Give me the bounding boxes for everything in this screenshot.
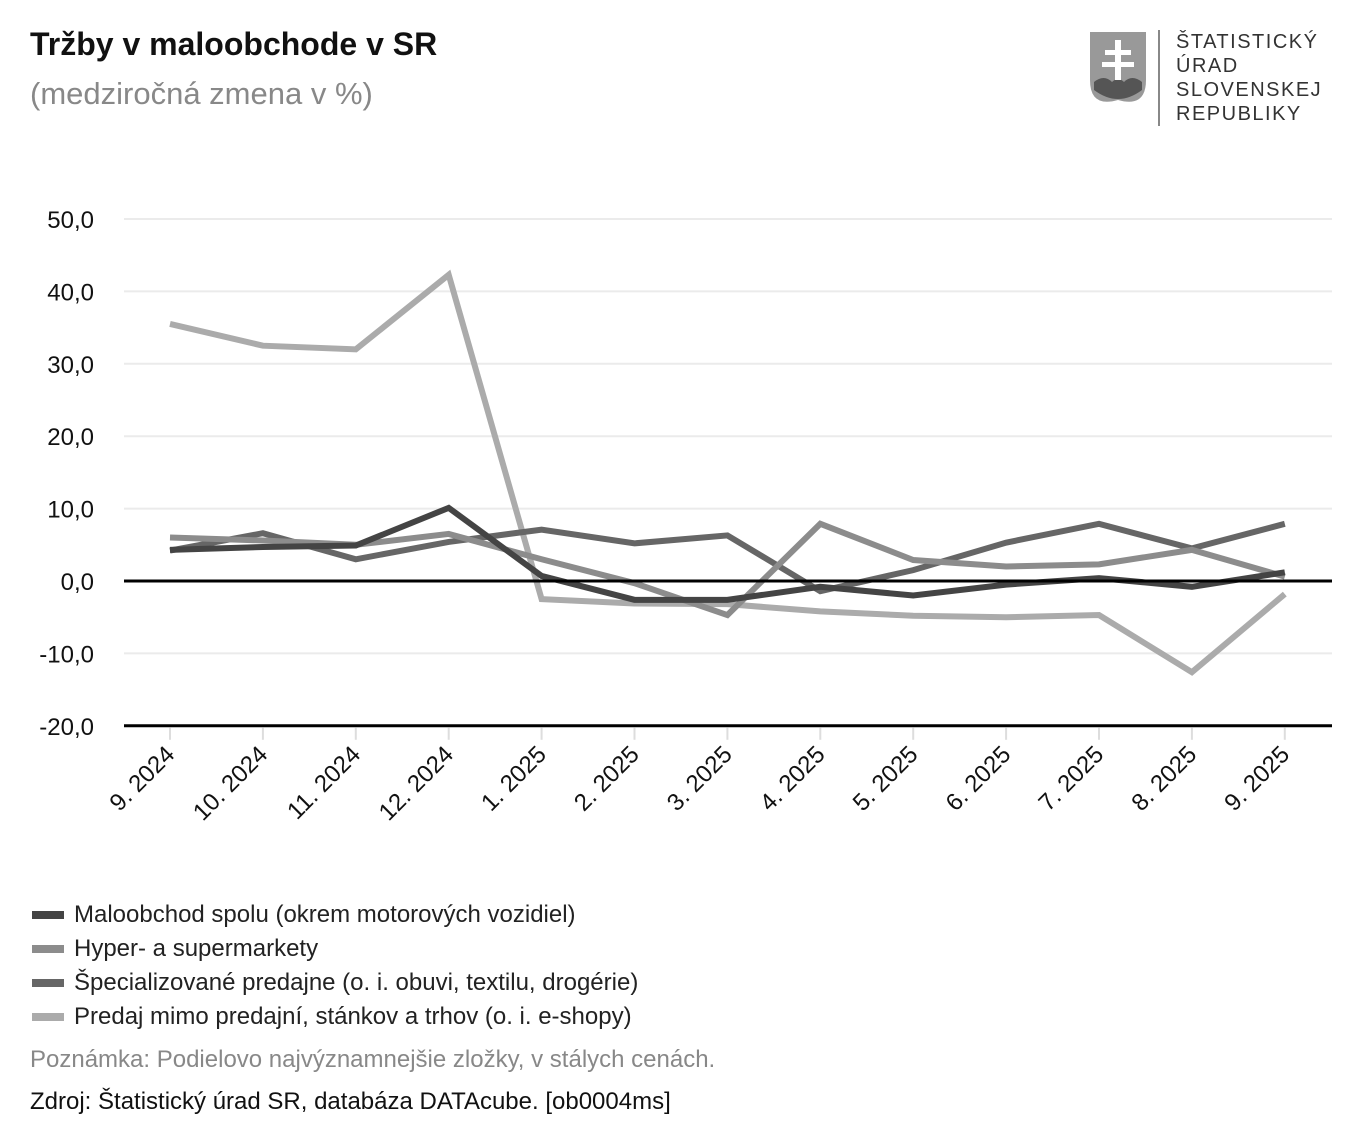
series-line-0	[169, 504, 1286, 603]
series-line-3	[169, 269, 1287, 676]
series-line-2	[169, 520, 1286, 595]
x-tick-label: 10. 2024	[188, 741, 273, 826]
x-tick-label: 9. 2024	[105, 741, 181, 817]
logo-line: SLOVENSKEJ	[1176, 79, 1323, 101]
line-chart: 50,0 40,0 30,0 20,0 10,0 0,0 -10,0 -20,0 9. 2024…	[39, 207, 1332, 826]
x-tick-label: 7. 2025	[1034, 741, 1110, 817]
coat-of-arms-icon	[1090, 32, 1146, 102]
legend-label: Špecializované predajne (o. i. obuvi, te…	[74, 969, 639, 996]
footnote: Poznámka: Podielovo najvýznamnejšie zlož…	[30, 1046, 716, 1073]
logo-line: ŠTATISTICKÝ	[1176, 31, 1319, 53]
x-tick-label: 11. 2024	[282, 741, 366, 825]
x-tick-label: 12. 2024	[374, 741, 459, 826]
x-tick-label: 8. 2025	[1126, 741, 1202, 817]
y-tick-label: 20,0	[47, 424, 94, 451]
y-tick-label: -20,0	[39, 714, 94, 741]
legend-swatch	[32, 979, 64, 987]
logo-line: REPUBLIKY	[1176, 103, 1302, 125]
legend-item: Predaj mimo predajní, stánkov a trhov (o…	[32, 1000, 638, 1034]
legend-item: Maloobchod spolu (okrem motorových vozid…	[32, 898, 638, 932]
legend-swatch	[32, 945, 64, 953]
legend-item: Hyper- a supermarkety	[32, 932, 638, 966]
legend: Maloobchod spolu (okrem motorových vozid…	[32, 898, 638, 1034]
y-tick-label: 40,0	[47, 279, 94, 306]
legend-label: Predaj mimo predajní, stánkov a trhov (o…	[74, 1003, 632, 1030]
x-tick-label: 1. 2025	[476, 741, 552, 817]
y-tick-label: -10,0	[39, 641, 94, 668]
legend-label: Hyper- a supermarkety	[74, 935, 319, 962]
legend-label: Maloobchod spolu (okrem motorových vozid…	[74, 901, 576, 928]
chart-title: Tržby v maloobchode v SR	[30, 26, 438, 62]
logo-text: ŠTATISTICKÝ ÚRAD SLOVENSKEJ REPUBLIKY	[1176, 30, 1322, 126]
legend-item: Špecializované predajne (o. i. obuvi, te…	[32, 966, 638, 1000]
logo-line: ÚRAD	[1176, 55, 1239, 77]
chart-subtitle: (medziročná zmena v %)	[30, 76, 373, 111]
legend-swatch	[32, 911, 64, 919]
x-tick-label: 6. 2025	[941, 741, 1017, 817]
x-tick-label: 2. 2025	[569, 741, 645, 817]
x-tick-label: 5. 2025	[848, 741, 924, 817]
x-tick-label: 9. 2025	[1219, 741, 1295, 817]
y-tick-label: 50,0	[47, 207, 94, 234]
legend-swatch	[32, 1013, 64, 1021]
source: Zdroj: Štatistický úrad SR, databáza DAT…	[30, 1088, 671, 1115]
y-tick-label: 0,0	[61, 569, 94, 596]
x-tick-label: 4. 2025	[755, 741, 831, 817]
logo-divider	[1158, 30, 1160, 126]
x-tick-label: 3. 2025	[662, 741, 738, 817]
y-tick-label: 10,0	[47, 497, 94, 524]
y-tick-label: 30,0	[47, 352, 94, 379]
